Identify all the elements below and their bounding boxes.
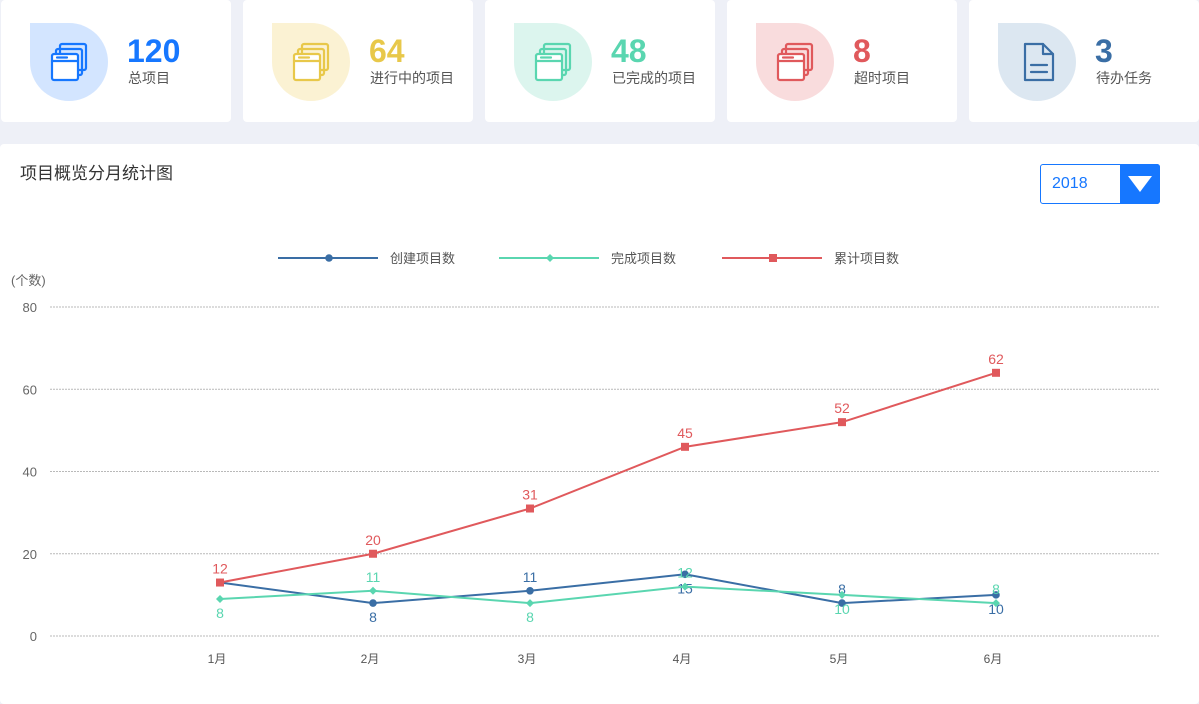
stat-value: 8 [853,33,871,69]
data-point [992,368,1000,377]
stat-icon-badge [514,23,592,101]
stat-label: 总项目 [128,70,170,86]
stat-card-todo[interactable]: 3 待办任务 [969,0,1199,122]
y-tick-label: 60 [23,382,37,397]
data-label: 11 [523,569,538,585]
data-label: 8 [369,609,377,625]
stat-icon-badge [272,23,350,101]
window-stack-icon [534,42,572,82]
data-point [838,590,846,599]
stat-icon-badge [30,23,108,101]
data-point [526,586,534,595]
series: 8 11 8 12 10 8 [216,565,1000,625]
y-axis-label: (个数) [11,273,46,288]
data-label: 45 [677,425,693,441]
series: 12 20 31 45 52 62 [212,351,1004,587]
stat-card-completed[interactable]: 48 已完成的项目 [485,0,715,122]
data-point [526,504,534,513]
stat-value: 3 [1095,33,1113,69]
data-point [681,570,689,579]
line-chart: 0 20 40 60 80 (个数) 1月 2月 3月 4月 5月 6月 创建项目数 完成项目数 累计项目数… [11,251,1160,666]
data-point [992,591,1000,599]
data-point [369,599,377,607]
stat-value: 48 [611,33,647,69]
series-line [219,585,997,605]
stat-label: 进行中的项目 [370,70,454,86]
legend-item[interactable]: 累计项目数 [722,251,899,266]
year-select-toggle[interactable] [1120,164,1160,204]
x-tick-label: 3月 [518,652,537,666]
legend-label: 累计项目数 [834,251,899,266]
data-point [526,599,534,608]
y-tick-label: 20 [23,547,37,562]
legend-marker [769,254,777,262]
chart-panel: 项目概览分月统计图 2018 0 20 40 60 80 (个数) 1月 2月 3月 4月 5月 6月… [0,144,1199,704]
data-point [992,599,1000,608]
data-point [369,586,377,595]
stat-value: 120 [127,33,181,69]
data-point [681,442,689,451]
legend-label: 创建项目数 [390,251,455,266]
x-tick-label: 5月 [830,652,849,666]
data-label: 20 [365,532,381,548]
series-line [219,573,997,605]
stat-icon-badge [756,23,834,101]
data-label: 12 [212,561,228,577]
data-label: 10 [988,601,1004,617]
legend-label: 完成项目数 [611,251,676,266]
data-label: 8 [992,581,1000,597]
window-stack-icon [292,42,330,82]
data-label: 10 [834,601,850,617]
document-icon [1023,42,1055,82]
data-label: 62 [988,351,1004,367]
data-label: 52 [834,400,850,416]
data-point [216,578,224,587]
legend-marker [546,254,554,262]
data-label: 8 [526,609,534,625]
x-tick-label: 1月 [208,652,227,666]
stat-card-overdue[interactable]: 8 超时项目 [727,0,957,122]
data-point [216,594,224,603]
year-select[interactable]: 2018 [1040,164,1160,204]
data-label: 12 [677,565,693,581]
x-tick-label: 2月 [361,652,380,666]
y-tick-label: 80 [23,300,37,315]
stat-label: 待办任务 [1096,70,1152,86]
stat-value: 64 [369,33,405,69]
data-label: 8 [216,605,224,621]
y-tick-label: 40 [23,465,37,480]
series-line [219,371,997,584]
caret-down-icon [1128,176,1152,192]
stat-label: 超时项目 [854,70,910,86]
window-stack-icon [776,42,814,82]
legend-item[interactable]: 完成项目数 [499,251,676,266]
panel-title: 项目概览分月统计图 [20,164,173,183]
data-point [369,549,377,558]
legend-marker [325,254,333,262]
data-label: 31 [522,487,538,503]
data-label: 11 [366,569,381,585]
stat-card-in-progress[interactable]: 64 进行中的项目 [243,0,473,122]
x-tick-label: 4月 [673,652,692,666]
legend-item[interactable]: 创建项目数 [278,251,455,266]
stat-icon-badge [998,23,1076,101]
data-label: 8 [838,581,846,597]
y-tick-label: 0 [30,629,37,644]
data-point [681,582,689,591]
year-select-value: 2018 [1052,175,1088,192]
data-point [838,418,846,427]
stat-card-total[interactable]: 120 总项目 [1,0,231,122]
series: 81115810 [216,569,1004,625]
x-tick-label: 6月 [984,652,1003,666]
stat-label: 已完成的项目 [612,70,696,86]
data-point [838,599,846,607]
window-stack-icon [50,42,88,82]
